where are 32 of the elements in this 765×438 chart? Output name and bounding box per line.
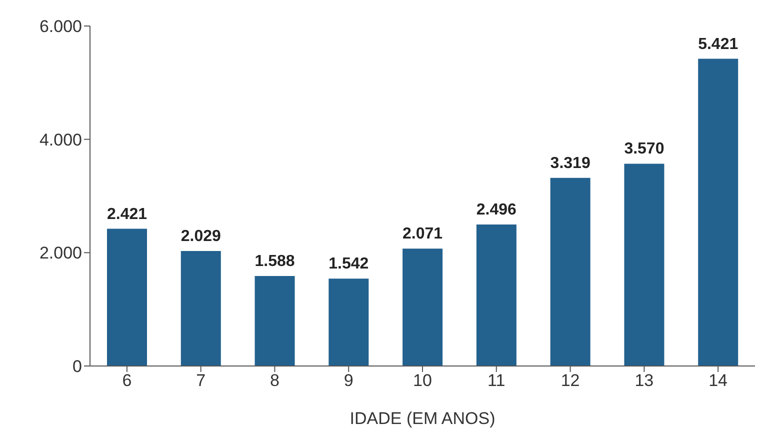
data-label: 3.570	[624, 140, 664, 158]
y-tick-label: 2.000	[39, 244, 82, 263]
bar	[476, 224, 516, 366]
x-tick-label: 12	[560, 371, 580, 390]
x-tick-label: 6	[122, 371, 132, 390]
bar	[328, 278, 369, 366]
bar	[254, 276, 295, 366]
y-tick-label: 4.000	[39, 130, 82, 150]
bar	[624, 164, 664, 366]
data-label: 3.319	[550, 154, 590, 172]
data-label: 1.588	[254, 253, 295, 270]
bar	[180, 251, 221, 366]
x-tick-label: 10	[413, 371, 432, 390]
data-label: 2.421	[106, 206, 148, 223]
bar	[550, 178, 590, 366]
x-tick-label: 14	[708, 371, 728, 390]
data-label: 2.071	[402, 226, 443, 243]
x-tick-label: 11	[488, 371, 506, 390]
data-label: 2.496	[476, 202, 517, 219]
bar	[402, 248, 443, 366]
x-tick-label: 9	[344, 371, 354, 390]
x-tick-label: 8	[270, 371, 280, 390]
y-tick-label: 0	[72, 357, 82, 376]
data-label: 1.542	[328, 256, 369, 273]
x-tick-label: 13	[634, 371, 654, 390]
data-label: 2.029	[180, 228, 221, 246]
data-label: 5.421	[698, 36, 738, 53]
bar	[106, 228, 147, 366]
y-tick-label: 6.000	[39, 17, 82, 36]
x-axis-title: IDADE (EM ANOS)	[350, 409, 496, 428]
bar	[698, 58, 738, 366]
x-tick-label: 7	[196, 371, 206, 390]
